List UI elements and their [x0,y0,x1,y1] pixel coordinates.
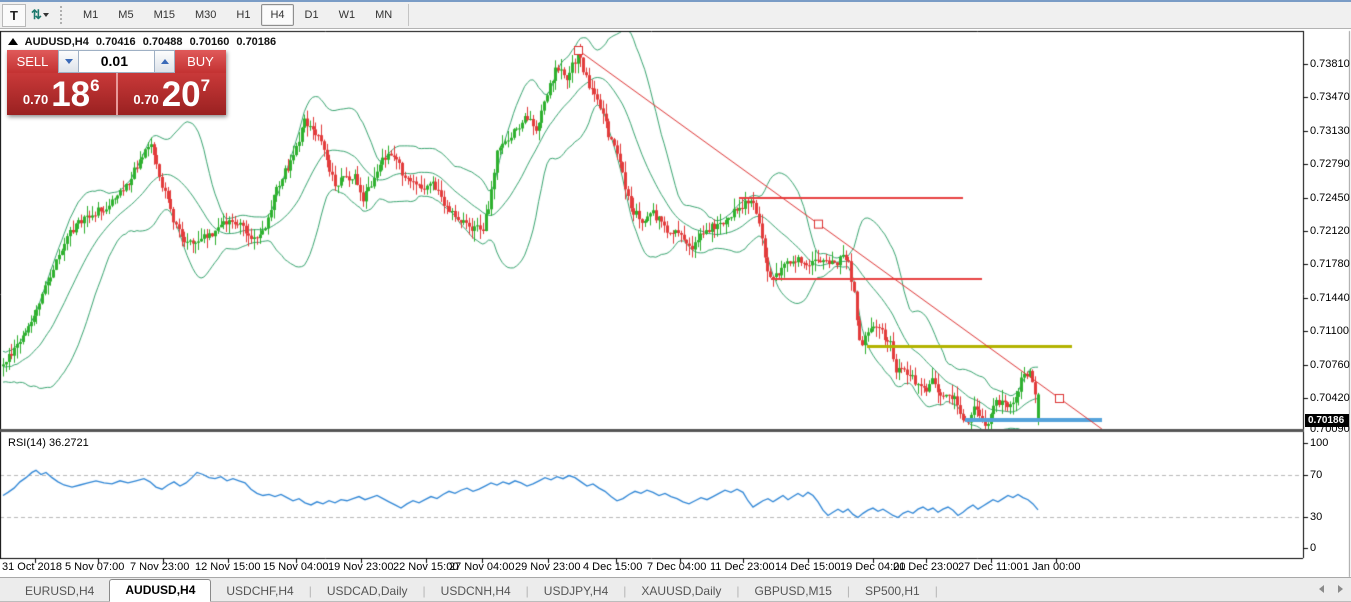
sell-button[interactable]: SELL [7,50,58,73]
timeframe-button-h4[interactable]: H4 [261,4,294,26]
tab-separator: | [525,584,529,598]
timeframe-button-w1[interactable]: W1 [338,9,356,21]
caret-up-icon [160,59,169,64]
sell-price-prefix: 0.70 [22,92,49,107]
text-tool-button[interactable]: T [2,3,26,27]
volume-increase-button[interactable] [154,50,175,73]
sell-price-pips: 18 [51,74,91,114]
chart-tab-gbpusd-m15[interactable]: GBPUSD,M15 [754,584,832,598]
tab-scroll-right-button[interactable] [1338,585,1343,593]
buy-price-pips: 20 [161,74,201,114]
chart-tab-usdcad-daily[interactable]: USDCAD,Daily [326,584,408,598]
chart-tab-eurusd-h4[interactable]: EURUSD,H4 [25,584,95,598]
sell-price-point: 6 [90,76,100,95]
tab-separator: | [623,584,627,598]
volume-decrease-button[interactable] [58,50,79,73]
timeframe-button-m1[interactable]: M1 [83,9,99,21]
rsi-indicator-label: RSI(14) 36.2721 [8,437,89,449]
chart-tab-audusd-h4[interactable]: AUDUSD,H4 [109,579,212,602]
chart-symbol: AUDUSD,H4 [24,36,89,48]
timeframe-button-m30[interactable]: M30 [194,9,217,21]
chart-tab-usdchf-h4[interactable]: USDCHF,H4 [226,584,294,598]
buy-button[interactable]: BUY [175,50,226,73]
buy-price-tile[interactable]: 0.70 20 7 [115,73,226,115]
rsi-value: 36.2721 [48,437,89,449]
tab-separator: | [934,584,938,598]
ohlc-close: 0.70186 [236,36,277,48]
collapse-triangle-icon[interactable] [8,38,18,45]
chart-tab-xauusd-daily[interactable]: XAUUSD,Daily [641,584,722,598]
arrange-charts-button[interactable]: ⇅ [28,4,52,27]
arrange-arrows-icon: ⇅ [31,7,42,22]
chart-tab-bar: EURUSD,H4 AUDUSD,H4 USDCHF,H4 | USDCAD,Daily… [0,577,1351,602]
chart-tab-usdjpy-h4[interactable]: USDJPY,H4 [543,584,609,598]
timeframe-button-m15[interactable]: M15 [153,9,175,21]
timeframe-button-m5[interactable]: M5 [118,9,134,21]
chart-tab-usdcnh-h4[interactable]: USDCNH,H4 [440,584,511,598]
one-click-trading-panel: SELL 0.01 BUY 0.70 18 6 0.70 20 7 [7,50,226,115]
volume-input[interactable]: 0.01 [79,50,154,73]
ohlc-open: 0.70416 [95,36,136,48]
chart-tab-sp500-h1[interactable]: SP500,H1 [865,584,920,598]
timeframe-button-mn[interactable]: MN [375,9,393,21]
sell-price-tile[interactable]: 0.70 18 6 [7,73,116,115]
timeframe-button-d1[interactable]: D1 [304,9,319,21]
chart-ohlc-header: AUDUSD,H4 0.70416 0.70488 0.70160 0.7018… [8,36,280,48]
caret-down-icon [64,59,73,64]
tab-separator: | [308,584,312,598]
chevron-down-icon [42,13,49,17]
chart-tabs: EURUSD,H4 AUDUSD,H4 USDCHF,H4 | USDCAD,Daily… [10,579,938,602]
tab-scroll-left-button[interactable] [1319,585,1324,593]
tab-separator: | [422,584,426,598]
timeframe-buttons: M1 M5 M15 M30 H1 H4 D1 W1 MN [73,4,402,26]
toolbar-separator [408,4,410,26]
tab-scroll-buttons [1319,585,1343,593]
timeframe-button-h1[interactable]: H1 [236,9,251,21]
tab-separator: | [846,584,851,598]
buy-price-prefix: 0.70 [133,92,159,107]
tab-separator: | [736,584,740,598]
rsi-name: RSI(14) [8,437,46,449]
timeframe-toolbar: T ⇅ M1 M5 M15 M30 H1 H4 D1 W1 MN [0,0,1351,29]
buy-price-point: 7 [200,76,211,95]
ohlc-low: 0.70160 [189,36,230,48]
ohlc-high: 0.70488 [142,36,183,48]
toolbar-grip [60,6,67,24]
